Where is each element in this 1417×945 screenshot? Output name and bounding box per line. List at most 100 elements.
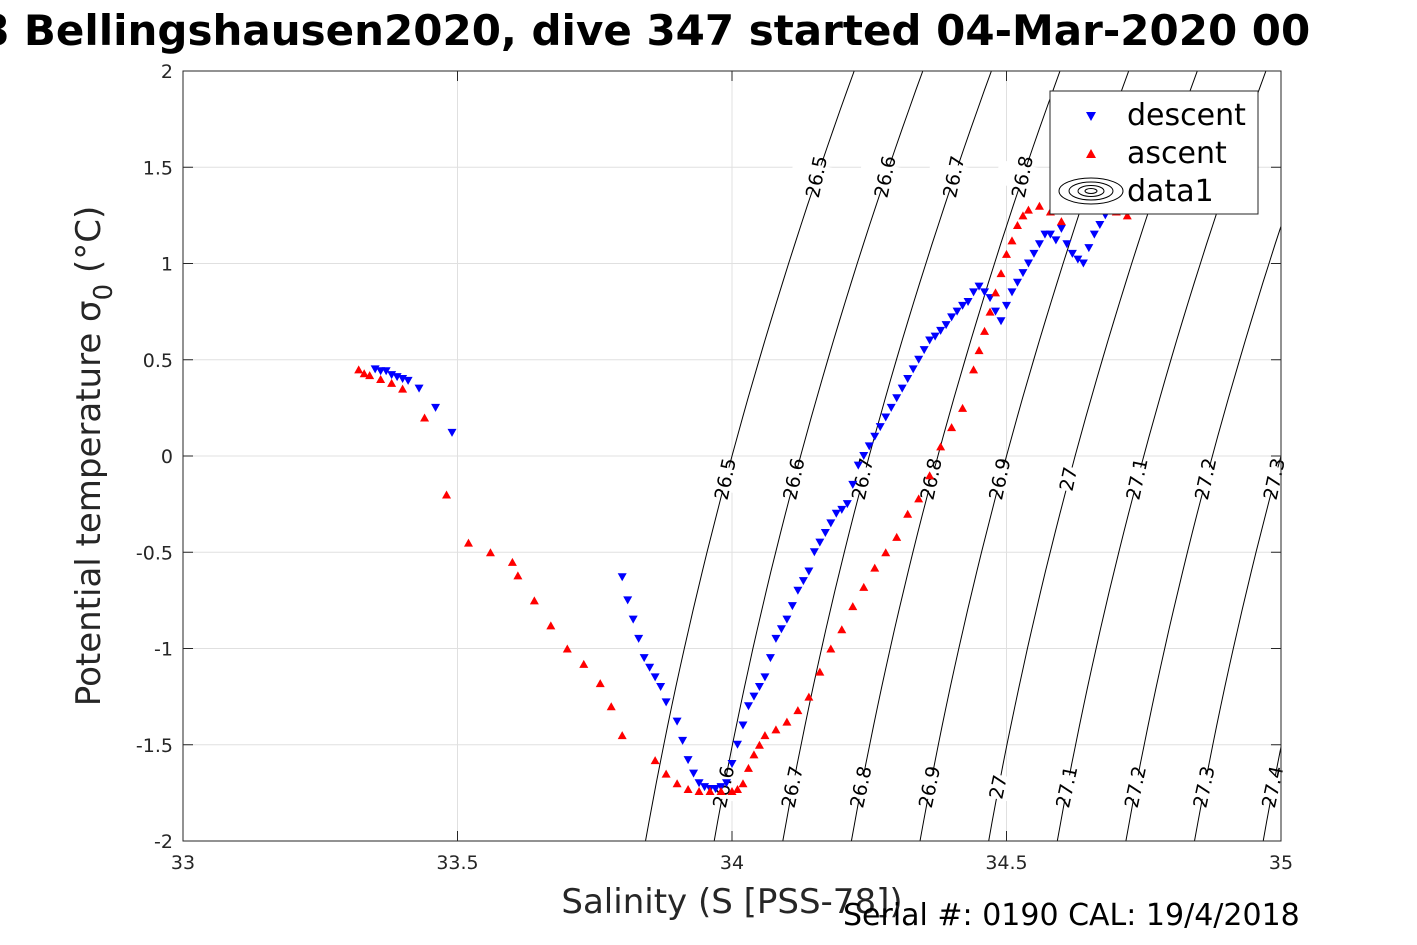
ascent-point: [974, 346, 984, 355]
contour-label-bg: [766, 461, 823, 497]
descent-point: [820, 529, 830, 537]
y-tick-label: -0.5: [136, 542, 173, 564]
legend-box: [1049, 90, 1259, 215]
contour-label-bg: [1245, 769, 1302, 805]
ascent-point: [804, 692, 814, 701]
page-title: 8 Bellingshausen2020, dive 347 started 0…: [0, 6, 1311, 55]
isopycnal-line: [645, 71, 855, 841]
ascent-point: [815, 667, 825, 676]
ascent-point: [1056, 217, 1066, 226]
ascent-point: [732, 785, 742, 794]
isopycnal-line: [1125, 224, 1281, 841]
descent-point: [650, 673, 660, 682]
ascent-point: [870, 563, 880, 572]
ascent-point: [743, 763, 753, 772]
isopycnal-line: [1194, 454, 1281, 841]
ascent-point: [507, 557, 517, 566]
isopycnal-line: [713, 71, 924, 841]
descent-point: [793, 586, 803, 595]
isopycnal-line: [782, 71, 992, 841]
descent-point: [1073, 255, 1083, 264]
ascent-point: [617, 731, 627, 740]
contour-label-bg: [1176, 769, 1233, 805]
descent-point: [826, 519, 836, 528]
ascent-point: [716, 786, 726, 795]
contour-label-bg: [972, 461, 1029, 497]
descent-point: [864, 442, 874, 451]
ascent-point: [738, 779, 748, 788]
legend-marker-data1: [1058, 177, 1124, 205]
descent-point: [1045, 230, 1055, 239]
descent-point: [727, 760, 737, 768]
ascent-point: [826, 644, 836, 653]
descent-point: [903, 375, 913, 383]
y-tick-label: 1.5: [143, 157, 173, 179]
legend-label-data1: data1: [1127, 174, 1214, 209]
ascent-point: [661, 769, 671, 778]
descent-point: [1062, 240, 1072, 249]
descent-point: [1007, 288, 1017, 297]
ascent-point: [595, 679, 605, 688]
descent-point: [711, 785, 721, 794]
x-tick-label: 33: [171, 852, 195, 874]
descent-point: [1018, 269, 1028, 278]
contour-label-bg: [902, 769, 958, 805]
descent-point: [1095, 221, 1105, 229]
contour-label-bg: [833, 769, 890, 805]
contour-label-bg: [1041, 461, 1097, 497]
ascent-point: [705, 786, 715, 795]
contour-label-bg: [1107, 769, 1164, 805]
ascent-point: [1007, 236, 1017, 245]
descent-point: [431, 403, 441, 412]
ascent-point: [1018, 211, 1028, 220]
descent-point: [672, 717, 682, 726]
ascent-point: [881, 548, 891, 557]
descent-point: [914, 355, 924, 364]
descent-point: [853, 461, 863, 470]
ascent-point: [947, 423, 957, 432]
contour-label-bg: [926, 159, 983, 195]
descent-point: [749, 692, 759, 701]
ascent-point: [754, 740, 764, 749]
y-tick-label: 2: [161, 61, 173, 83]
contour-label-bg: [696, 769, 753, 805]
serial-cal-footer: Serial #: 0190 CAL: 19/4/2018: [843, 898, 1300, 933]
y-tick-label: -2: [154, 831, 173, 853]
descent-point: [969, 288, 979, 297]
descent-point: [683, 756, 693, 765]
ascent-point: [365, 371, 375, 380]
legend-marker-ascent: [1086, 149, 1096, 158]
descent-point: [1067, 249, 1077, 258]
descent-point: [656, 683, 666, 691]
descent-point: [952, 307, 962, 316]
ascent-point: [1002, 249, 1011, 258]
descent-point: [1089, 230, 1099, 239]
ascent-point: [969, 365, 979, 374]
legend-marker-descent: [1086, 112, 1096, 121]
descent-point: [930, 332, 940, 341]
contour-label: 27: [985, 773, 1012, 801]
descent-point: [689, 769, 699, 778]
contour-label-bg: [697, 461, 754, 497]
descent-point: [897, 384, 907, 393]
descent-point: [1056, 224, 1066, 233]
descent-point: [743, 702, 753, 711]
ascent-point: [859, 582, 869, 591]
ascent-point: [398, 384, 408, 393]
ascent-point: [914, 494, 924, 503]
ascent-point: [463, 538, 473, 547]
descent-point: [798, 577, 808, 586]
isopycnal-line: [1332, 71, 1417, 841]
descent-point: [639, 654, 649, 663]
ascent-point: [1012, 221, 1022, 229]
descent-point: [974, 282, 984, 291]
ascent-point: [387, 378, 397, 387]
descent-point: [848, 480, 858, 489]
descent-point: [403, 376, 413, 385]
y-tick-label: 0: [161, 446, 173, 468]
descent-point: [859, 452, 869, 460]
contour-label-bg: [1246, 461, 1303, 497]
ascent-point: [579, 659, 589, 668]
ascent-point: [529, 596, 539, 605]
